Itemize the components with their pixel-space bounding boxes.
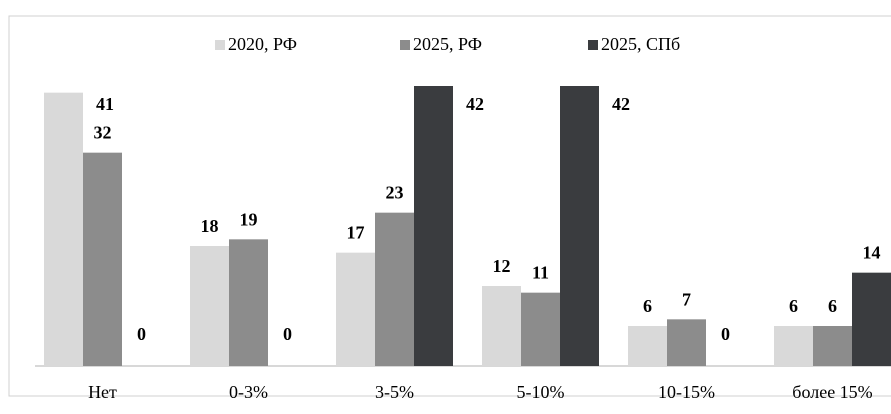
legend-label-1: 2025, РФ [413, 34, 482, 54]
bar-5-1 [813, 326, 852, 366]
bar-3-0 [482, 286, 521, 366]
bar-0-0 [44, 92, 83, 367]
x-tick-label-0: Нет [88, 382, 117, 402]
value-label-1-0: 18 [201, 216, 219, 236]
bar-2-0 [336, 252, 375, 366]
legend: 2020, РФ 2025, РФ 2025, СПб [215, 34, 680, 54]
bars [44, 86, 891, 367]
bar-4-0 [628, 326, 667, 366]
value-label-5-2: 14 [863, 243, 881, 263]
value-label-5-1: 6 [828, 296, 837, 316]
bar-2-2 [414, 86, 453, 366]
bar-5-0 [774, 326, 813, 366]
plot-border [8, 15, 891, 397]
x-tick-label-4: 10-15% [658, 382, 715, 402]
value-label-5-0: 6 [789, 296, 798, 316]
value-label-4-2: 0 [721, 324, 730, 344]
legend-label-2: 2025, СПб [601, 34, 680, 54]
x-tick-label-3: 5-10% [517, 382, 565, 402]
x-tick-label-2: 3-5% [375, 382, 414, 402]
bar-1-0 [190, 246, 229, 366]
value-label-2-0: 17 [347, 223, 365, 243]
x-axis-tick-labels: Нет 0-3% 3-5% 5-10% 10-15% более 15% [88, 382, 873, 402]
legend-swatch-2 [588, 40, 598, 50]
bar-5-2 [852, 272, 891, 366]
value-label-0-0: 41 [96, 94, 114, 114]
x-tick-label-1: 0-3% [229, 382, 268, 402]
value-label-3-1: 11 [532, 263, 549, 283]
value-label-4-1: 7 [682, 289, 691, 309]
value-label-1-1: 19 [240, 209, 258, 229]
value-label-0-2: 0 [137, 324, 146, 344]
bar-2-1 [375, 212, 414, 366]
value-label-0-1: 32 [94, 123, 112, 143]
value-label-3-2: 42 [612, 94, 630, 114]
value-label-2-1: 23 [386, 183, 404, 203]
x-tick-label-5: более 15% [792, 382, 872, 402]
legend-swatch-1 [400, 40, 410, 50]
bar-3-1 [521, 292, 560, 366]
bar-1-1 [229, 239, 268, 366]
bar-0-1 [83, 152, 122, 366]
legend-swatch-0 [215, 40, 225, 50]
value-label-4-0: 6 [643, 296, 652, 316]
value-label-2-2: 42 [466, 94, 484, 114]
bar-3-2 [560, 86, 599, 366]
legend-label-0: 2020, РФ [228, 34, 297, 54]
value-label-1-2: 0 [283, 324, 292, 344]
value-labels: 41 32 0 18 19 0 17 23 42 12 11 42 6 7 0 6 6 14 [94, 94, 881, 344]
bar-4-1 [667, 319, 706, 366]
value-label-3-0: 12 [493, 256, 511, 276]
